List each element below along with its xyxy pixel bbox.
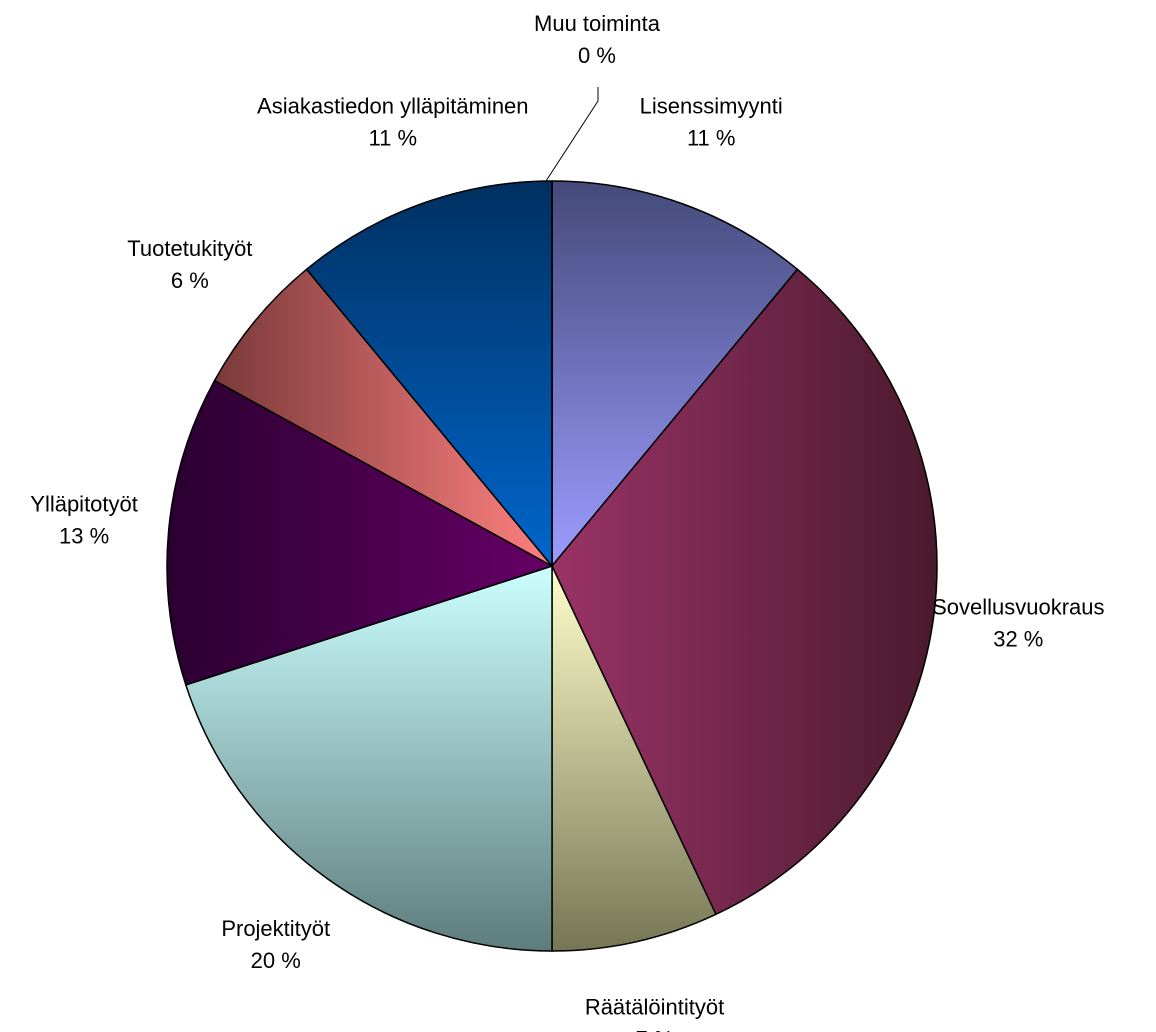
pie-slice bbox=[184, 564, 553, 952]
pie-slice bbox=[551, 268, 938, 916]
slice-value-label: 6 % bbox=[171, 268, 209, 293]
pie-slice bbox=[551, 180, 799, 569]
slice-label: Asiakastiedon ylläpitäminen bbox=[257, 94, 529, 119]
slice-label: Lisenssimyynti bbox=[640, 94, 783, 119]
pie-slice bbox=[166, 379, 554, 686]
slice-label: Ylläpitotyöt bbox=[30, 492, 138, 517]
leader-line bbox=[545, 87, 599, 182]
slice-value-label: 0 % bbox=[578, 43, 616, 68]
pie-slice bbox=[305, 180, 553, 569]
slice-label: Muu toiminta bbox=[534, 11, 661, 36]
pie-slice bbox=[551, 565, 717, 952]
slice-label: Sovellusvuokraus bbox=[932, 595, 1104, 620]
slice-value-label: 32 % bbox=[993, 627, 1043, 652]
slice-value-label: 20 % bbox=[251, 948, 301, 973]
slice-label: Tuotetukityöt bbox=[127, 236, 252, 261]
slice-value-label: 11 % bbox=[369, 126, 418, 151]
slice-value-label: 13 % bbox=[59, 524, 109, 549]
slice-label: Projektityöt bbox=[221, 916, 330, 941]
pie-slice bbox=[213, 268, 553, 567]
slice-value-label: 7 % bbox=[636, 1026, 674, 1032]
slice-label: Räätälöintityöt bbox=[585, 994, 724, 1019]
slice-value-label: 11 % bbox=[687, 126, 736, 151]
